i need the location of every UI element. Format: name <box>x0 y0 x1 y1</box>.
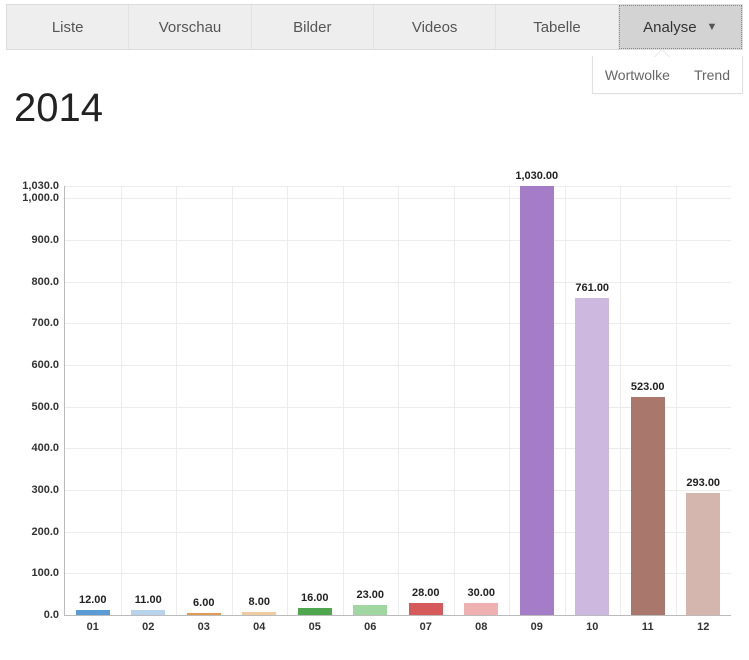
bar-value-label: 8.00 <box>249 596 270 612</box>
bar: 23.00 <box>353 605 387 615</box>
y-tick-label: 500.0 <box>31 401 65 413</box>
bar-value-label: 523.00 <box>631 381 665 397</box>
bar: 761.00 <box>575 298 609 615</box>
vgridline <box>343 186 344 615</box>
y-tick-label: 1,030.0 <box>22 180 65 192</box>
tab-videos[interactable]: Videos <box>374 5 496 49</box>
bar: 28.00 <box>409 603 443 615</box>
bar-value-label: 12.00 <box>79 594 107 610</box>
bar-value-label: 761.00 <box>575 282 609 298</box>
x-tick-label: 08 <box>475 615 487 633</box>
bar-value-label: 30.00 <box>467 587 495 603</box>
vgridline <box>287 186 288 615</box>
bar: 1,030.00 <box>520 186 554 615</box>
vgridline <box>176 186 177 615</box>
y-tick-label: 100.0 <box>31 567 65 579</box>
tab-vorschau[interactable]: Vorschau <box>129 5 251 49</box>
bar-value-label: 28.00 <box>412 587 440 603</box>
vgridline <box>509 186 510 615</box>
y-tick-label: 600.0 <box>31 359 65 371</box>
bar: 293.00 <box>686 493 720 615</box>
y-tick-label: 700.0 <box>31 317 65 329</box>
bar-value-label: 16.00 <box>301 592 329 608</box>
bar: 523.00 <box>631 397 665 615</box>
y-tick-label: 400.0 <box>31 442 65 454</box>
bar: 30.00 <box>464 603 498 615</box>
x-tick-label: 06 <box>364 615 376 633</box>
vgridline <box>620 186 621 615</box>
x-tick-label: 11 <box>642 615 654 633</box>
y-tick-label: 1,000.0 <box>22 192 65 204</box>
tab-tabelle[interactable]: Tabelle <box>496 5 618 49</box>
bar-value-label: 6.00 <box>193 597 214 613</box>
bar-chart: 0.0 100.0 200.0 300.0 400.0 500.0 600.0 700.0 80… <box>14 174 735 650</box>
tab-bar: Liste Vorschau Bilder Videos Tabelle Ana… <box>6 4 743 50</box>
tab-liste[interactable]: Liste <box>7 5 129 49</box>
x-tick-label: 07 <box>420 615 432 633</box>
x-tick-label: 05 <box>309 615 321 633</box>
tab-bilder[interactable]: Bilder <box>252 5 374 49</box>
bar-value-label: 1,030.00 <box>515 170 558 186</box>
vgridline <box>454 186 455 615</box>
submenu-trend[interactable]: Trend <box>682 56 742 93</box>
x-tick-label: 03 <box>198 615 210 633</box>
vgridline <box>676 186 677 615</box>
analyse-submenu: Wortwolke Trend <box>592 56 743 94</box>
chevron-down-icon: ▼ <box>707 21 718 33</box>
bar-value-label: 23.00 <box>356 589 384 605</box>
plot-area: 0.0100.0200.0300.0400.0500.0600.0700.080… <box>64 186 731 616</box>
x-tick-label: 10 <box>586 615 598 633</box>
vgridline <box>565 186 566 615</box>
y-tick-label: 900.0 <box>31 234 65 246</box>
bar-value-label: 11.00 <box>135 594 162 610</box>
submenu-wortwolke[interactable]: Wortwolke <box>593 56 682 93</box>
vgridline <box>121 186 122 615</box>
x-tick-label: 02 <box>142 615 154 633</box>
x-tick-label: 01 <box>87 615 99 633</box>
tab-analyse[interactable]: Analyse ▼ <box>619 5 742 49</box>
x-tick-label: 04 <box>253 615 265 633</box>
submenu-pointer-fill <box>655 50 669 57</box>
bar-value-label: 293.00 <box>686 477 720 493</box>
x-tick-label: 12 <box>697 615 709 633</box>
vgridline <box>398 186 399 615</box>
y-tick-label: 800.0 <box>31 276 65 288</box>
bar: 16.00 <box>298 608 332 615</box>
y-tick-label: 300.0 <box>31 484 65 496</box>
y-tick-label: 0.0 <box>44 609 65 621</box>
vgridline <box>232 186 233 615</box>
x-tick-label: 09 <box>531 615 543 633</box>
y-tick-label: 200.0 <box>31 526 65 538</box>
